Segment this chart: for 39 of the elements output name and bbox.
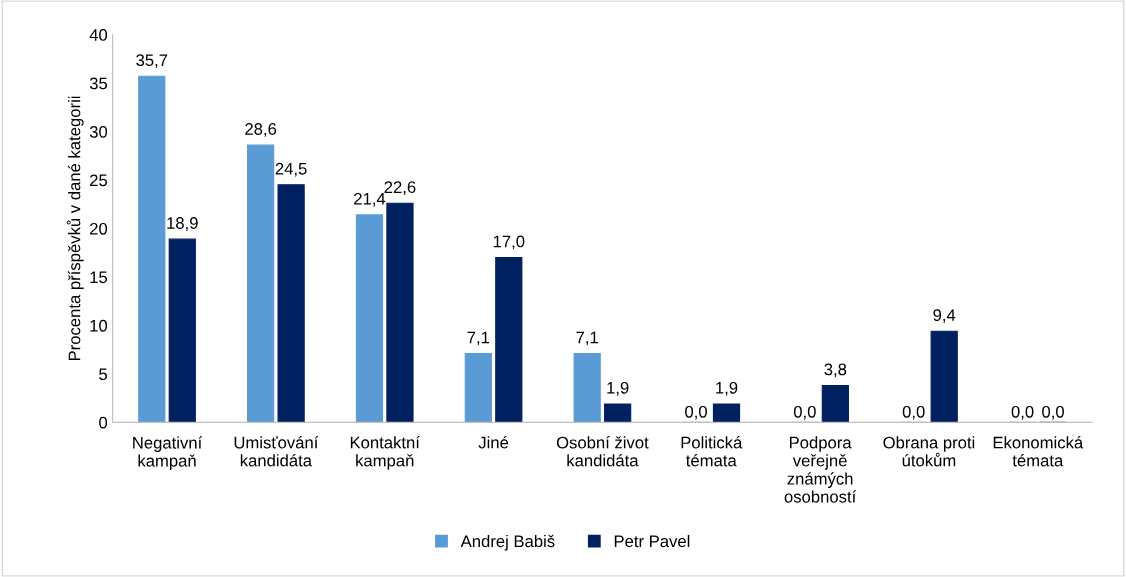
y-tick-label: 35: [89, 77, 108, 90]
data-label: 0,0: [1011, 405, 1034, 420]
x-tick-label: Umisťování kandidáta: [234, 436, 319, 467]
y-tick-label: 5: [99, 368, 108, 381]
x-tick-label: Politická témata: [681, 436, 743, 467]
y-tick-label: 10: [90, 319, 108, 332]
x-tick-label: Podpora veřejně známých osobností: [784, 436, 857, 503]
data-label: 35,7: [136, 54, 168, 69]
x-tick-label: Ekonomická témata: [993, 436, 1084, 467]
data-label: 18,9: [167, 217, 198, 231]
y-tick-label: 25: [90, 174, 108, 187]
y-tick-label: 15: [90, 271, 108, 284]
data-label: 0,0: [902, 405, 925, 420]
x-tick-label: Osobní život kandidáta: [556, 436, 649, 467]
x-tick-label: Jiné: [478, 436, 509, 449]
data-label: 3,8: [824, 363, 847, 378]
data-label: 28,6: [245, 123, 277, 137]
data-label: 0,0: [1042, 405, 1064, 420]
y-tick-label: 30: [89, 125, 108, 138]
data-label: 24,5: [275, 162, 307, 177]
data-label: 0,0: [685, 405, 707, 420]
data-label: 7,1: [467, 331, 490, 346]
data-label: 22,6: [384, 181, 416, 196]
data-label: 0,0: [793, 405, 816, 420]
y-tick-label: 0: [99, 416, 108, 429]
y-tick-label: 20: [90, 222, 108, 235]
x-tick-label: Kontaktní kampaň: [350, 436, 420, 470]
data-label: 21,4: [354, 192, 386, 207]
y-tick-label: 40: [89, 29, 108, 41]
legend-label: Petr Pavel: [614, 534, 690, 548]
legend-label: Andrej Babiš: [460, 534, 555, 551]
x-tick-label: Negativní kampaň: [133, 436, 203, 470]
x-tick-label: Obrana proti útokům: [883, 436, 975, 467]
y-axis-title: Procenta příspěvků v dané kategorii: [66, 96, 84, 361]
data-label: 9,4: [933, 309, 956, 323]
data-label: 1,9: [607, 381, 629, 396]
data-label: 7,1: [576, 331, 598, 346]
data-label: 1,9: [716, 381, 738, 396]
data-label: 17,0: [493, 235, 525, 250]
